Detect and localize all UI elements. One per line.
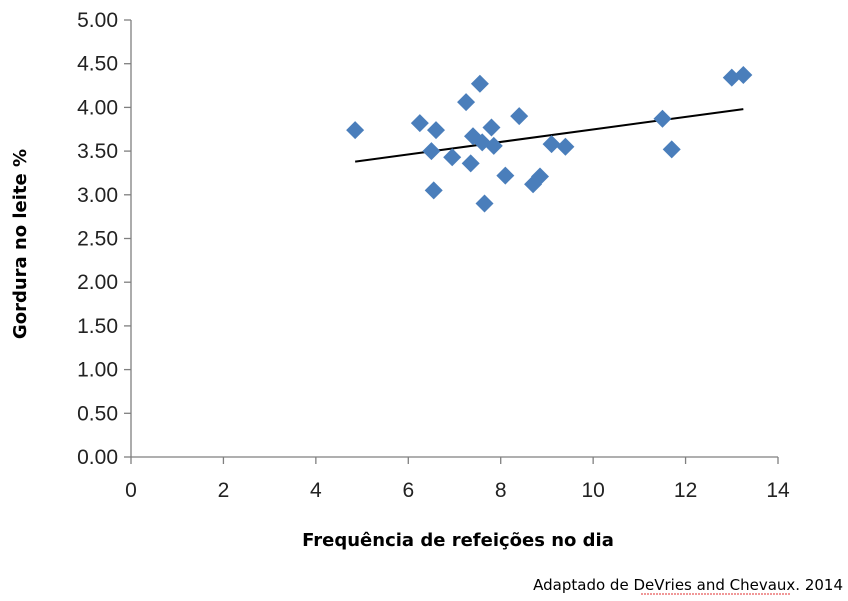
y-axis: 0.00 0.50 1.00 1.50 2.00 2.50 3.00 3.50 4.00 4.50… bbox=[77, 9, 132, 469]
y-tick-label: 4.50 bbox=[77, 53, 118, 76]
data-point-diamond bbox=[410, 114, 429, 133]
y-tick-label: 3.00 bbox=[77, 184, 118, 207]
data-point-diamond bbox=[734, 66, 753, 85]
x-tick-label: 4 bbox=[310, 479, 322, 502]
trendline bbox=[355, 108, 744, 163]
data-point-diamond bbox=[662, 140, 681, 159]
y-tick-label: 0.00 bbox=[77, 446, 118, 469]
y-tick-label: 1.50 bbox=[77, 315, 118, 338]
data-point-diamond bbox=[510, 107, 529, 126]
data-point-diamond bbox=[443, 148, 462, 167]
y-tick-label: 4.00 bbox=[77, 96, 118, 119]
data-point-diamond bbox=[542, 135, 561, 154]
y-tick-label: 1.00 bbox=[77, 359, 118, 382]
data-point-diamond bbox=[427, 121, 446, 140]
y-axis-title: Gordura no leite % bbox=[10, 149, 31, 339]
data-point-diamond bbox=[346, 121, 365, 140]
data-point-diamond bbox=[482, 118, 501, 137]
x-tick-label: 10 bbox=[581, 479, 604, 502]
y-tick-label: 2.50 bbox=[77, 228, 118, 251]
y-tick-label: 0.50 bbox=[77, 402, 118, 425]
x-tick-label: 2 bbox=[218, 479, 230, 502]
source-credit: Adaptado de DeVries and Chevaux. 2014 bbox=[533, 576, 843, 594]
data-point-diamond bbox=[484, 136, 503, 155]
x-tick-label: 12 bbox=[674, 479, 697, 502]
x-tick-label: 14 bbox=[766, 479, 790, 502]
data-point-diamond bbox=[424, 181, 443, 200]
x-tick-label: 6 bbox=[402, 479, 414, 502]
x-axis: 0 2 4 6 8 10 12 14 bbox=[125, 456, 790, 502]
data-point-diamond bbox=[496, 166, 515, 185]
x-tick-label: 8 bbox=[495, 479, 507, 502]
data-point-diamond bbox=[530, 167, 549, 186]
data-point-diamond bbox=[461, 154, 480, 173]
y-tick-label: 5.00 bbox=[77, 9, 118, 32]
data-point-diamond bbox=[475, 194, 494, 213]
data-points bbox=[346, 66, 753, 213]
x-axis-title: Frequência de refeições no dia bbox=[302, 530, 614, 551]
data-point-diamond bbox=[653, 109, 672, 128]
y-tick-label: 3.50 bbox=[77, 140, 118, 163]
y-tick-label: 2.00 bbox=[77, 271, 118, 294]
data-point-diamond bbox=[470, 74, 489, 93]
x-tick-label: 0 bbox=[125, 479, 137, 502]
trendline-group bbox=[355, 108, 744, 163]
data-point-diamond bbox=[556, 137, 575, 156]
data-point-diamond bbox=[422, 142, 441, 161]
data-point-diamond bbox=[457, 93, 476, 112]
